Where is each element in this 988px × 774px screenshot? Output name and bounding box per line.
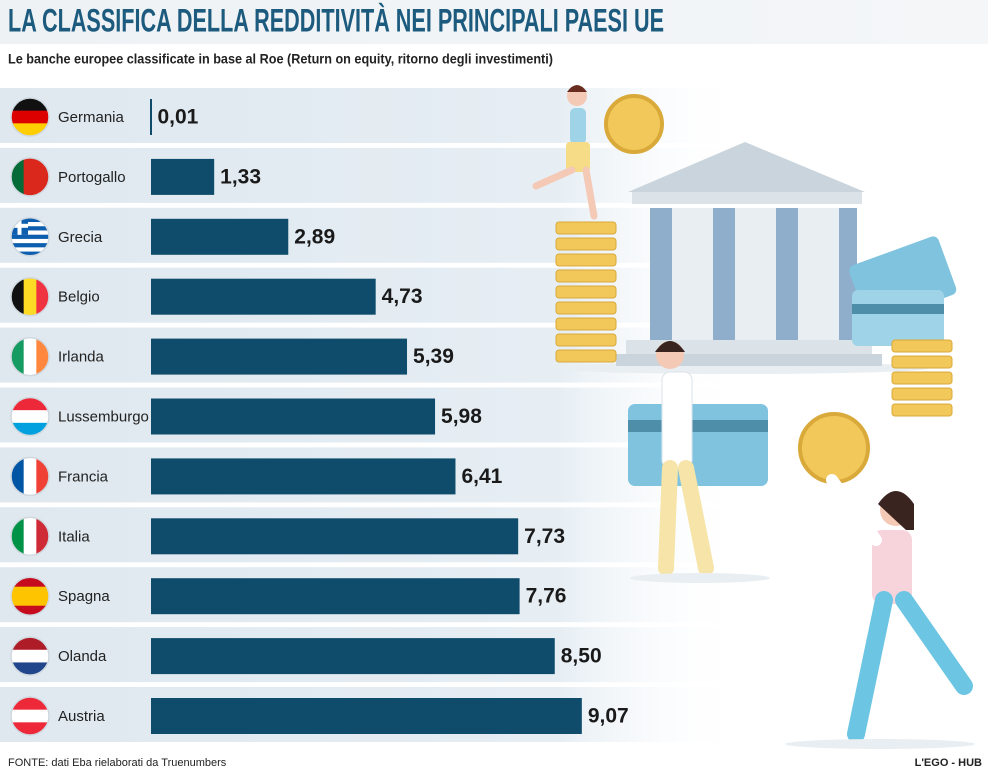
flag-band bbox=[11, 251, 49, 256]
value-label: 4,73 bbox=[382, 285, 423, 308]
value-label: 5,39 bbox=[413, 345, 454, 368]
title-band bbox=[0, 0, 988, 44]
flag-ring bbox=[10, 516, 50, 557]
bar bbox=[151, 458, 456, 495]
flag-band bbox=[23, 157, 37, 196]
value-label: 1,33 bbox=[220, 165, 261, 188]
bar bbox=[151, 338, 408, 375]
flag-band bbox=[11, 605, 49, 616]
flag-ring bbox=[10, 336, 50, 377]
value-label: 9,07 bbox=[588, 705, 629, 728]
flag-band bbox=[23, 517, 37, 556]
flag-band bbox=[11, 709, 49, 723]
flag-band bbox=[23, 457, 37, 496]
chart-subtitle: Le banche europee classificate in base a… bbox=[8, 51, 553, 67]
flag-band bbox=[23, 277, 37, 316]
flag-band bbox=[11, 596, 49, 607]
value-label: 7,73 bbox=[524, 525, 565, 548]
flag-band bbox=[11, 577, 49, 588]
category-label: Lussemburgo bbox=[58, 408, 149, 425]
flag-ring bbox=[10, 157, 50, 197]
flag-band bbox=[11, 234, 49, 240]
value-label: 5,98 bbox=[441, 405, 482, 428]
flag-ring bbox=[10, 636, 50, 676]
row-stripe bbox=[0, 207, 745, 263]
flag bbox=[11, 577, 49, 616]
flag-ring bbox=[10, 456, 50, 497]
flag-band bbox=[11, 226, 49, 231]
bar bbox=[151, 278, 376, 315]
bar bbox=[151, 638, 555, 675]
category-label: Francia bbox=[58, 468, 109, 485]
bar bbox=[151, 578, 520, 615]
flag-ring bbox=[10, 276, 50, 317]
flag-band bbox=[11, 230, 49, 236]
credit: L'EGO - HUB bbox=[915, 757, 982, 769]
flag-band bbox=[23, 337, 37, 376]
flag-band bbox=[11, 238, 49, 244]
value-label: 7,76 bbox=[526, 585, 567, 608]
flag-band bbox=[11, 410, 49, 424]
flag-band bbox=[11, 649, 49, 663]
value-label: 6,41 bbox=[461, 465, 502, 488]
flag-ring bbox=[10, 217, 50, 257]
bar bbox=[151, 218, 289, 255]
value-label: 0,01 bbox=[157, 106, 198, 129]
illustration bbox=[532, 85, 975, 749]
flag-band bbox=[11, 110, 49, 124]
flag-ring bbox=[10, 97, 50, 137]
flag-band bbox=[11, 217, 49, 223]
category-label: Irlanda bbox=[58, 349, 105, 366]
flag-ring bbox=[10, 396, 50, 437]
category-label: Grecia bbox=[58, 229, 103, 246]
bar bbox=[151, 518, 519, 555]
bar bbox=[151, 398, 436, 435]
row-stripe bbox=[0, 147, 745, 203]
category-label: Germania bbox=[58, 109, 125, 126]
category-label: Spagna bbox=[58, 588, 110, 605]
flag-band bbox=[17, 217, 22, 235]
category-label: Belgio bbox=[58, 289, 100, 306]
category-label: Portogallo bbox=[58, 169, 126, 186]
category-label: Olanda bbox=[58, 648, 107, 665]
value-label: 2,89 bbox=[294, 225, 335, 248]
flag-band bbox=[11, 586, 49, 597]
value-label: 8,50 bbox=[561, 645, 602, 668]
category-label: Italia bbox=[58, 528, 90, 545]
flag-ring bbox=[10, 576, 50, 616]
bar bbox=[151, 158, 215, 195]
flag-band bbox=[11, 222, 49, 227]
flag-ring bbox=[10, 696, 50, 736]
flag-band bbox=[11, 243, 49, 248]
bar bbox=[151, 698, 582, 734]
flag-band bbox=[11, 247, 49, 253]
category-label: Austria bbox=[58, 708, 105, 725]
source-note: FONTE: dati Eba rielaborati da Truenumbe… bbox=[8, 757, 227, 769]
chart-title: LA CLASSIFICA DELLA REDDITIVITÀ NEI PRIN… bbox=[8, 2, 664, 38]
